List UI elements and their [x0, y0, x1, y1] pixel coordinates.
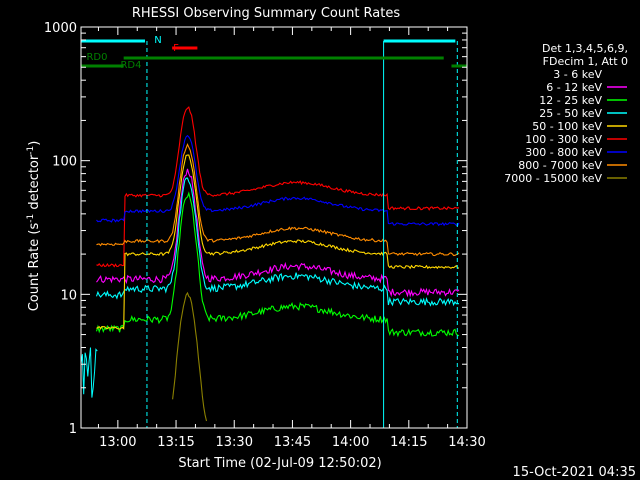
x-tick-label: 14:30 [448, 435, 485, 450]
y-label-sup2: -1 [26, 146, 36, 155]
annotation-label: F [173, 43, 179, 54]
legend-entry-label: 12 - 25 keV [539, 94, 602, 107]
annotation-label: N [154, 35, 161, 46]
chart-title: RHESSI Observing Summary Count Rates [132, 6, 401, 21]
x-tick-label: 13:15 [157, 435, 194, 450]
legend-header: Det 1,3,4,5,6,9, [542, 42, 628, 55]
x-tick-label: 13:00 [99, 435, 136, 450]
legend-entry-label: 800 - 7000 keV [518, 159, 602, 172]
legend-entry-label: 3 - 6 keV [553, 68, 602, 81]
series-line [96, 134, 460, 227]
x-tick-label: 14:15 [390, 435, 427, 450]
series-line [95, 191, 460, 338]
axes-group: 13:00 13:15 13:30 13:45 14:00 14:15 14:30 1 10 10… [44, 21, 486, 450]
x-tick-label: 14:00 [332, 435, 369, 450]
series-line [96, 154, 460, 330]
y-label-sup1: -1 [26, 214, 36, 223]
annotation-group: N F RD0 RD4 [81, 35, 467, 428]
x-axis-label: Start Time (02-Jul-09 12:50:02) [178, 456, 381, 471]
legend-entry-label: 7000 - 15000 keV [504, 172, 602, 185]
legend-header: FDecim 1, Att 0 [543, 55, 628, 68]
annotation-label: RD4 [120, 60, 141, 71]
y-tick-label: 1 [69, 422, 77, 437]
series-line [96, 106, 460, 268]
y-label-part1: Count Rate (s [27, 223, 42, 312]
y-label-part3: ) [27, 141, 42, 146]
legend-entry-label: 300 - 800 keV [525, 146, 602, 159]
series-line [95, 177, 460, 307]
series-line [96, 182, 460, 330]
y-axis-label: Count Rate (s-1 detector-1) [26, 141, 42, 312]
legend: Det 1,3,4,5,6,9,FDecim 1, Att 03 - 6 keV… [504, 42, 628, 185]
plot-frame [80, 26, 468, 429]
y-tick-label: 1000 [44, 21, 77, 36]
x-tick-label: 13:45 [274, 435, 311, 450]
legend-entry-label: 6 - 12 keV [546, 81, 602, 94]
footer-date: 15-Oct-2021 04:35 [513, 465, 636, 480]
series-line [80, 347, 98, 398]
annotation-label: RD0 [86, 52, 107, 63]
y-label-part2: detector [27, 154, 42, 214]
series-group [80, 106, 460, 422]
series-line [96, 142, 460, 257]
series-line [172, 291, 208, 422]
x-tick-label: 13:30 [216, 435, 253, 450]
series-line [96, 168, 460, 298]
y-tick-label: 10 [60, 288, 77, 303]
legend-entry-label: 25 - 50 keV [539, 107, 602, 120]
y-tick-label: 100 [52, 155, 77, 170]
legend-entry-label: 100 - 300 keV [525, 133, 602, 146]
legend-entry-label: 50 - 100 keV [532, 120, 602, 133]
